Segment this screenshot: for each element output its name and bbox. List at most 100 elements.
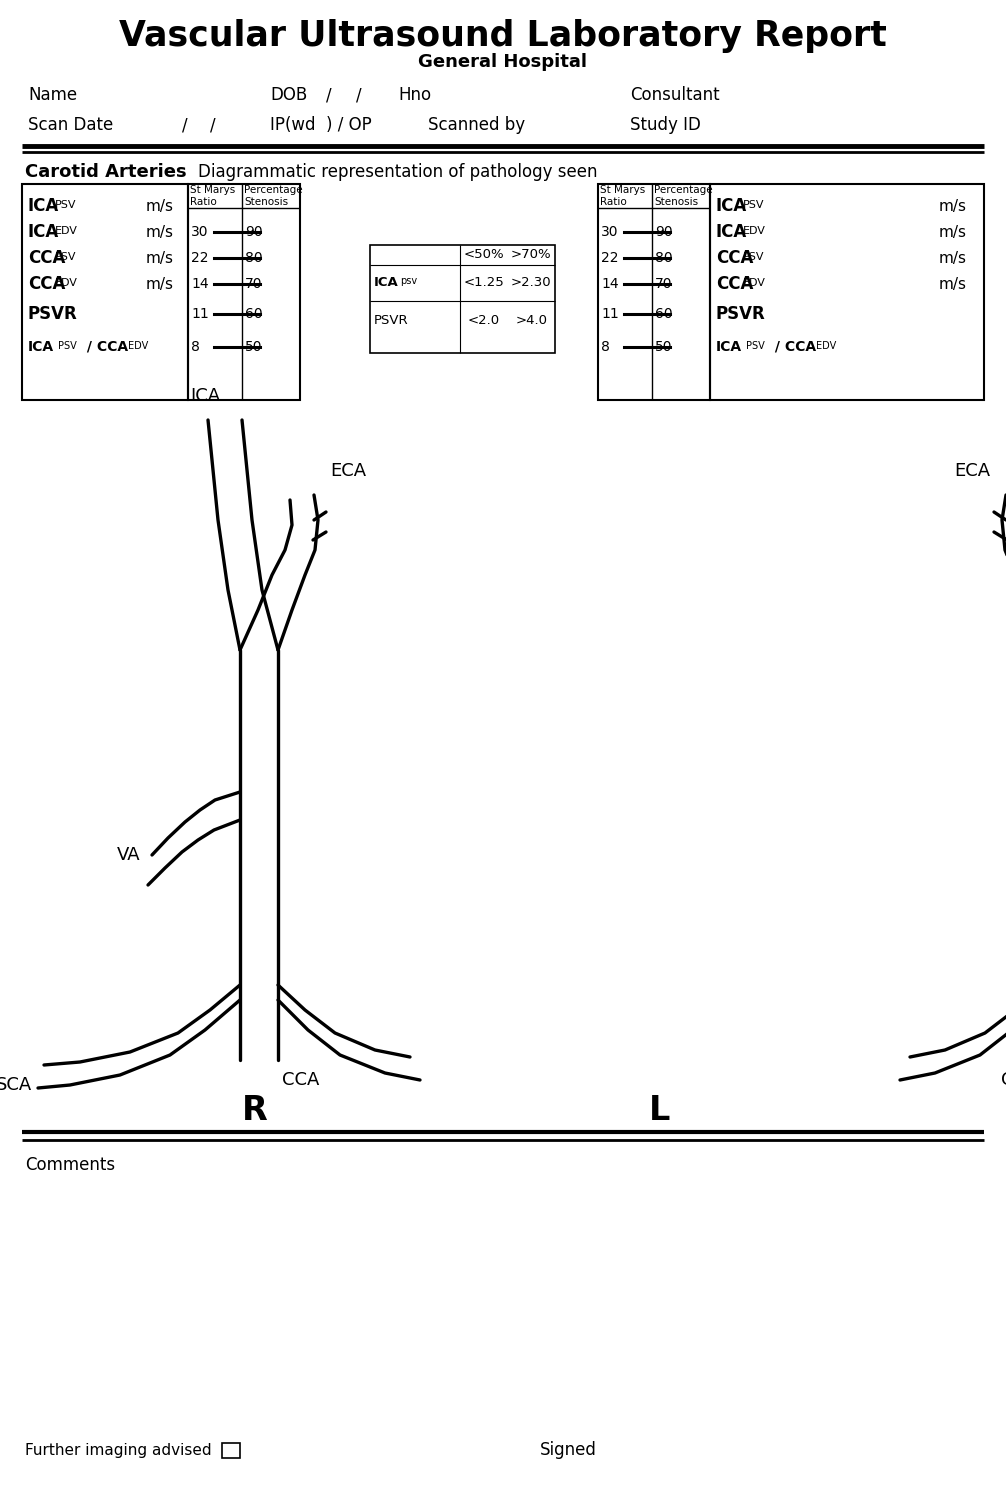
Text: PSV: PSV: [746, 341, 765, 350]
Text: Consultant: Consultant: [630, 86, 719, 104]
Text: m/s: m/s: [146, 199, 174, 214]
Text: 70: 70: [245, 277, 263, 290]
Text: St Marys
Ratio: St Marys Ratio: [600, 185, 645, 206]
Text: Further imaging advised: Further imaging advised: [25, 1442, 211, 1457]
Text: ICA: ICA: [28, 197, 59, 215]
Text: m/s: m/s: [939, 277, 967, 292]
Text: CCA: CCA: [1001, 1071, 1006, 1089]
Text: PSVR: PSVR: [374, 314, 408, 328]
Text: /: /: [182, 116, 188, 134]
Text: 90: 90: [245, 226, 263, 239]
Text: 8: 8: [191, 340, 200, 353]
Text: 70: 70: [655, 277, 672, 290]
Text: /: /: [356, 86, 361, 104]
Text: IP(wd  ) / OP: IP(wd ) / OP: [270, 116, 372, 134]
Text: R: R: [242, 1093, 268, 1126]
Bar: [370, 245, 555, 353]
Text: <1.25: <1.25: [464, 277, 504, 289]
Text: Name: Name: [28, 86, 77, 104]
Text: m/s: m/s: [939, 224, 967, 239]
Text: ICA: ICA: [716, 223, 747, 241]
Text: SCA: SCA: [0, 1075, 32, 1093]
Text: Hno: Hno: [398, 86, 432, 104]
Bar: [188, 183, 300, 400]
Text: General Hospital: General Hospital: [418, 53, 588, 71]
Text: psv: psv: [400, 277, 417, 286]
Text: 80: 80: [245, 251, 263, 265]
Text: ICA: ICA: [28, 223, 59, 241]
Text: EDV: EDV: [816, 341, 836, 350]
Text: PSV: PSV: [58, 341, 76, 350]
Text: EDV: EDV: [55, 278, 77, 287]
Text: ICA: ICA: [716, 340, 742, 353]
Text: / CCA: / CCA: [770, 340, 816, 353]
Text: ECA: ECA: [954, 462, 990, 480]
Text: Scan Date: Scan Date: [28, 116, 114, 134]
Text: St Marys
Ratio: St Marys Ratio: [190, 185, 235, 206]
Text: /: /: [210, 116, 215, 134]
Text: 30: 30: [601, 226, 619, 239]
Text: Vascular Ultrasound Laboratory Report: Vascular Ultrasound Laboratory Report: [119, 20, 887, 53]
Bar: [22, 183, 188, 400]
Text: m/s: m/s: [146, 251, 174, 266]
Text: Diagrammatic representation of pathology seen: Diagrammatic representation of pathology…: [198, 162, 598, 180]
Text: CCA: CCA: [282, 1071, 319, 1089]
Text: Percentage
Stenosis: Percentage Stenosis: [244, 185, 303, 206]
Text: Scanned by: Scanned by: [428, 116, 525, 134]
Text: VA: VA: [117, 845, 140, 863]
Text: L: L: [649, 1093, 671, 1126]
Text: EDV: EDV: [128, 341, 148, 350]
Text: EDV: EDV: [743, 226, 766, 236]
Text: Signed: Signed: [540, 1441, 597, 1459]
Bar: [222, 1442, 240, 1457]
Text: 22: 22: [601, 251, 619, 265]
Text: 11: 11: [601, 307, 619, 320]
Text: 50: 50: [655, 340, 672, 353]
Text: / CCA: / CCA: [82, 340, 128, 353]
Text: >70%: >70%: [511, 248, 551, 262]
Text: ICA: ICA: [28, 340, 54, 353]
Text: Comments: Comments: [25, 1157, 115, 1175]
Text: PSV: PSV: [743, 200, 765, 211]
Text: 30: 30: [191, 226, 208, 239]
Bar: [598, 183, 710, 400]
Text: EDV: EDV: [55, 226, 77, 236]
Text: ICA: ICA: [716, 197, 747, 215]
Text: ICA: ICA: [190, 387, 220, 405]
Text: CCA: CCA: [28, 275, 65, 293]
Text: PSV: PSV: [55, 253, 76, 262]
Text: 90: 90: [655, 226, 673, 239]
Text: >4.0: >4.0: [515, 314, 547, 328]
Text: m/s: m/s: [939, 251, 967, 266]
Text: CCA: CCA: [716, 250, 753, 268]
Text: <2.0: <2.0: [468, 314, 500, 328]
Text: 8: 8: [601, 340, 610, 353]
Text: PSV: PSV: [743, 253, 765, 262]
Text: PSVR: PSVR: [716, 305, 766, 323]
Text: CCA: CCA: [716, 275, 753, 293]
Text: m/s: m/s: [939, 199, 967, 214]
Text: /: /: [326, 86, 332, 104]
Text: m/s: m/s: [146, 277, 174, 292]
Bar: [710, 183, 984, 400]
Text: m/s: m/s: [146, 224, 174, 239]
Text: ECA: ECA: [330, 462, 366, 480]
Text: 11: 11: [191, 307, 209, 320]
Text: 60: 60: [655, 307, 673, 320]
Text: DOB: DOB: [270, 86, 307, 104]
Text: Percentage
Stenosis: Percentage Stenosis: [654, 185, 712, 206]
Text: PSV: PSV: [55, 200, 76, 211]
Text: 60: 60: [245, 307, 263, 320]
Text: ICA: ICA: [374, 277, 398, 289]
Text: Study ID: Study ID: [630, 116, 701, 134]
Text: 80: 80: [655, 251, 673, 265]
Text: EDV: EDV: [743, 278, 766, 287]
Text: Carotid Arteries: Carotid Arteries: [25, 162, 187, 180]
Text: 14: 14: [601, 277, 619, 290]
Text: CCA: CCA: [28, 250, 65, 268]
Text: PSVR: PSVR: [28, 305, 77, 323]
Text: 50: 50: [245, 340, 263, 353]
Text: >2.30: >2.30: [511, 277, 551, 289]
Text: 22: 22: [191, 251, 208, 265]
Text: 14: 14: [191, 277, 208, 290]
